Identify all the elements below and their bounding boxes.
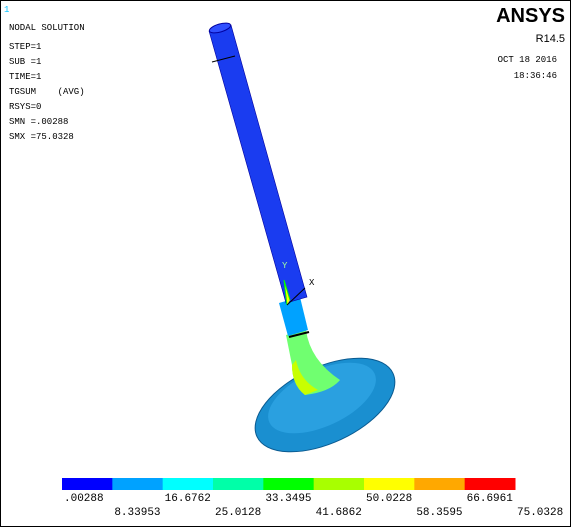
info-line: RSYS=0: [9, 102, 41, 112]
info-line: TGSUM (AVG): [9, 87, 85, 97]
legend-label: .00288: [64, 493, 104, 505]
legend-label: 33.3495: [265, 493, 311, 505]
legend-swatch: [364, 478, 415, 490]
info-line: STEP=1: [9, 42, 41, 52]
time: 18:36:46: [514, 71, 557, 81]
axis-y: Y: [282, 261, 288, 271]
legend-swatch: [414, 478, 465, 490]
ansys-screen: 1 NODAL SOLUTION STEP=1 SUB =1 TIME=1 TGSUM…: [0, 0, 571, 527]
legend-label: 41.6862: [316, 507, 362, 519]
info-line: SUB =1: [9, 57, 41, 67]
info-line: TIME=1: [9, 72, 41, 82]
info-line: SMX =75.0328: [9, 132, 74, 142]
legend-label: 58.3595: [416, 507, 462, 519]
axis-x: X: [309, 278, 315, 288]
logo: ANSYS: [496, 5, 565, 27]
info-line: SMN =.00288: [9, 117, 68, 127]
legend-swatch: [62, 478, 113, 490]
legend-swatch: [112, 478, 163, 490]
window-id: 1: [4, 5, 9, 15]
legend-label: 66.6961: [467, 493, 514, 505]
legend-swatch: [213, 478, 264, 490]
legend-label: 25.0128: [215, 507, 261, 519]
legend-label: 75.0328: [517, 507, 563, 519]
legend-label: 8.33953: [114, 507, 160, 519]
legend-label: 16.6762: [165, 493, 211, 505]
legend-label: 50.0228: [366, 493, 412, 505]
plot-title: NODAL SOLUTION: [9, 23, 85, 33]
legend-swatch: [465, 478, 516, 490]
legend-swatch: [163, 478, 214, 490]
version: R14.5: [536, 33, 565, 45]
legend-swatch: [314, 478, 365, 490]
date: OCT 18 2016: [498, 55, 557, 65]
legend-swatch: [263, 478, 314, 490]
